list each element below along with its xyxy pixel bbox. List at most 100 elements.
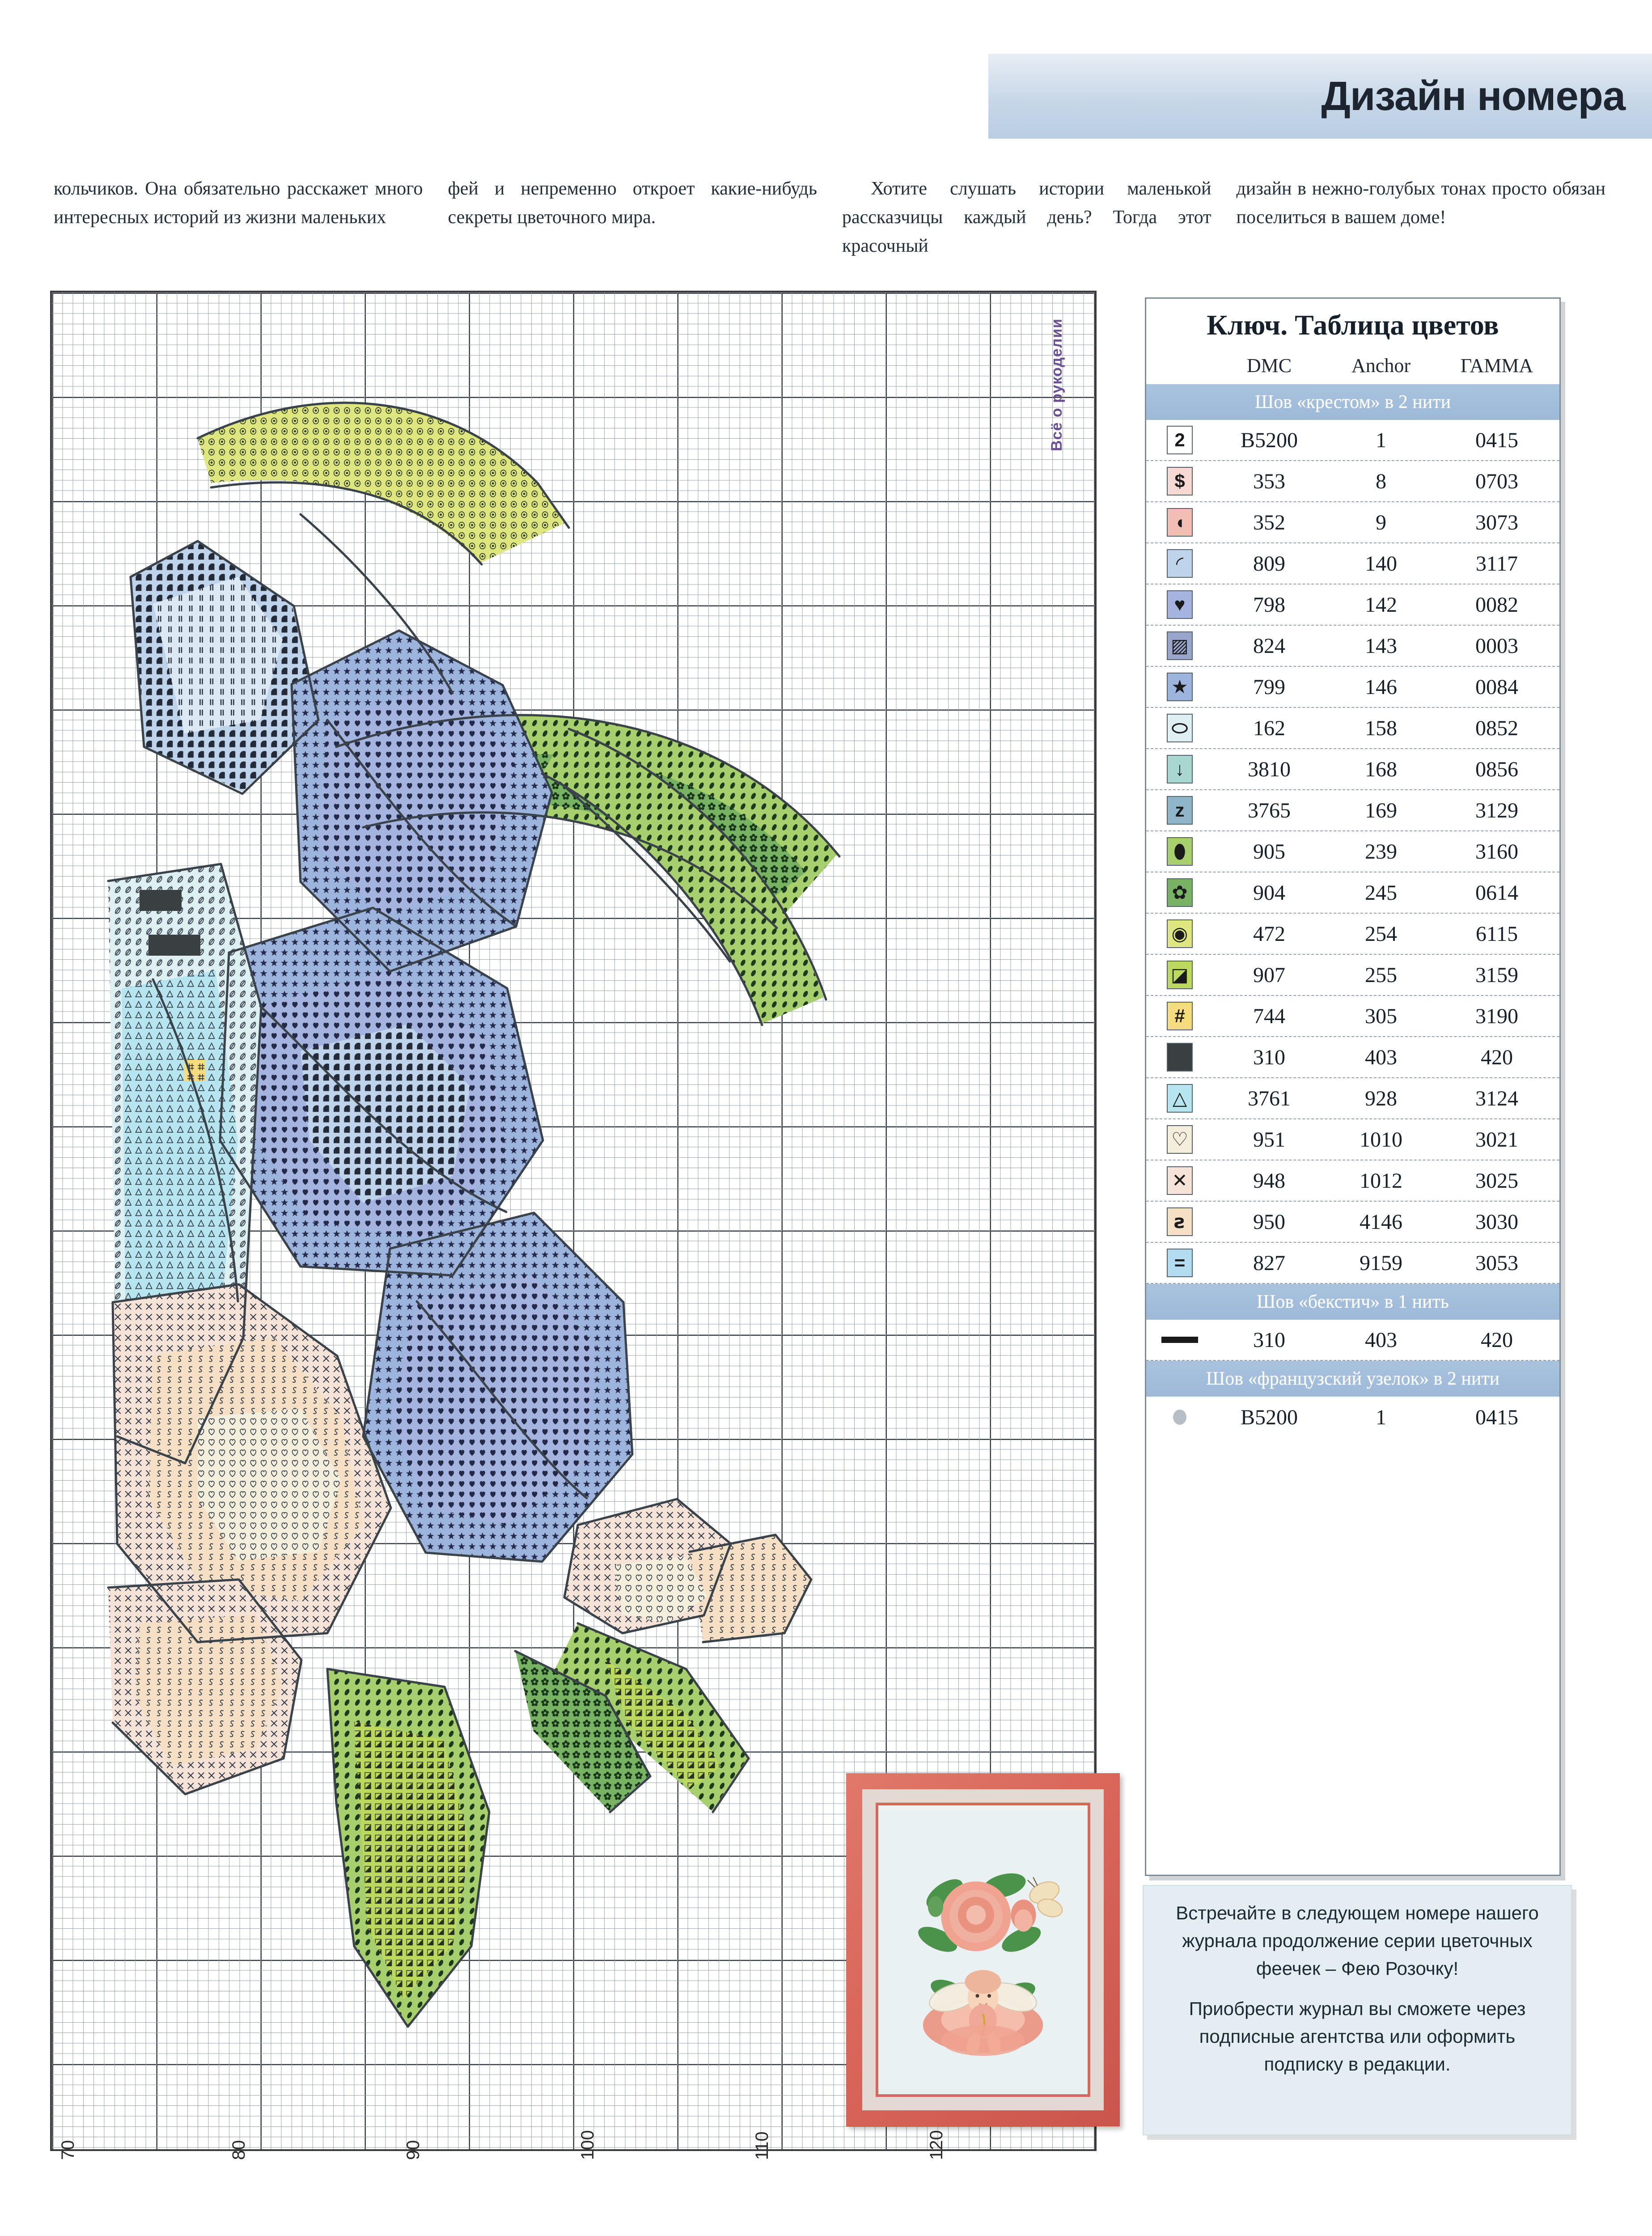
- article-text-columns: кольчиков. Она обязательно расскажет мно…: [54, 174, 1605, 273]
- key-dmc-value: 907: [1253, 963, 1285, 987]
- key-dmc-value: 353: [1253, 469, 1285, 493]
- key-anchor-value: 9159: [1360, 1251, 1402, 1275]
- key-symbol-cell: ✕: [1146, 1166, 1213, 1195]
- key-symbol-cell: ◖: [1146, 508, 1213, 537]
- key-symbol-cell: [1146, 1337, 1213, 1343]
- key-dmc-value: 798: [1253, 593, 1285, 617]
- flower-icon: ✿: [1167, 878, 1193, 907]
- cross-stitch-chart: 2: [50, 291, 1097, 2151]
- key-anchor-value: 169: [1365, 798, 1397, 822]
- key-symbol-cell: ◜: [1146, 549, 1213, 578]
- key-gamma-value: 420: [1481, 1328, 1513, 1352]
- key-row: ꙅ 950 4146 3030: [1146, 1202, 1559, 1243]
- key-dmc-value: 950: [1253, 1210, 1285, 1234]
- key-gamma-value: 0856: [1475, 757, 1518, 781]
- key-gamma-value: 3117: [1475, 551, 1518, 576]
- half-moon-icon: ◖: [1167, 508, 1193, 537]
- key-anchor-value: 928: [1365, 1086, 1397, 1110]
- key-title: Ключ. Таблица цветов: [1207, 309, 1499, 341]
- key-dmc-value: 3761: [1248, 1086, 1291, 1110]
- key-symbol-cell: [1146, 1410, 1213, 1425]
- triangle-icon: △: [1167, 1084, 1193, 1113]
- key-dmc-value: 824: [1253, 634, 1285, 658]
- key-anchor-value: 1010: [1360, 1127, 1402, 1152]
- key-symbol-cell: ⬮: [1146, 837, 1213, 866]
- key-dmc-value: 310: [1253, 1328, 1285, 1352]
- article-column-1: кольчиков. Она обязательно расскажет мно…: [54, 174, 423, 273]
- key-gamma-value: 0003: [1475, 634, 1518, 658]
- key-gamma-value: 0082: [1475, 593, 1518, 617]
- heart-filled-icon: ♥: [1167, 590, 1193, 619]
- promo-paragraph-1: Встречайте в следующем номере нашего жур…: [1176, 1902, 1539, 1979]
- digit-two-icon: 2: [1167, 426, 1193, 454]
- key-row: = 827 9159 3053: [1146, 1243, 1559, 1284]
- key-anchor-value: 143: [1365, 634, 1397, 658]
- key-symbol-cell: ꙅ: [1146, 1207, 1213, 1236]
- key-symbol-cell: ◉: [1146, 919, 1213, 948]
- promo-box: Встречайте в следующем номере нашего жур…: [1143, 1885, 1572, 2135]
- key-symbol-cell: #: [1146, 1002, 1213, 1030]
- key-anchor-value: 255: [1365, 963, 1397, 987]
- key-dmc-value: 905: [1253, 839, 1285, 864]
- key-anchor-value: 168: [1365, 757, 1397, 781]
- key-row: ▨ 824 143 0003: [1146, 626, 1559, 667]
- key-row: 310 403 420: [1146, 1320, 1559, 1361]
- key-dmc-value: B5200: [1240, 1405, 1298, 1429]
- x-tick-90: 90: [403, 2140, 423, 2160]
- key-row: ◜ 809 140 3117: [1146, 543, 1559, 584]
- promo-paragraph-2: Приобрести журнал вы сможете через подпи…: [1189, 1998, 1526, 2075]
- x-tick-80: 80: [229, 2140, 249, 2160]
- header-banner: Дизайн номера: [988, 54, 1652, 139]
- key-gamma-value: 6115: [1475, 922, 1518, 946]
- key-gamma-value: 0614: [1475, 881, 1518, 905]
- key-section-band: Шов «крестом» в 2 нити: [1146, 384, 1559, 420]
- article-paragraph: фей и непременно откроет какие-нибудь се…: [448, 178, 818, 228]
- cross-x-icon: ✕: [1167, 1166, 1193, 1195]
- key-symbol-cell: ⬭: [1146, 714, 1213, 742]
- key-dmc-value: 3765: [1248, 798, 1291, 822]
- key-column-headers: DMC Anchor ГАММА: [1146, 346, 1559, 384]
- key-col-gamma: ГАММА: [1460, 355, 1533, 377]
- key-row: z 3765 169 3129: [1146, 790, 1559, 831]
- target-dot-icon: ◉: [1167, 919, 1193, 948]
- key-symbol-cell: ♥: [1146, 590, 1213, 619]
- key-gamma-value: 3129: [1475, 798, 1518, 822]
- key-anchor-value: 4146: [1360, 1210, 1402, 1234]
- framed-sample-photo: [846, 1773, 1120, 2126]
- key-section-band: Шов «бекстич» в 1 нить: [1146, 1284, 1559, 1320]
- key-symbol-cell: [1146, 1043, 1213, 1071]
- letter-z-icon: z: [1167, 796, 1193, 825]
- key-gamma-value: 3190: [1475, 1004, 1518, 1028]
- key-gamma-value: 3159: [1475, 963, 1518, 987]
- key-row: 310 403 420: [1146, 1037, 1559, 1078]
- heart-outline-icon: ♡: [1167, 1125, 1193, 1154]
- equals-icon: =: [1167, 1249, 1193, 1277]
- key-row: ⬮ 905 239 3160: [1146, 831, 1559, 872]
- article-paragraph: Хотите слушать истории маленькой рассказ…: [842, 178, 1211, 256]
- key-dmc-value: 809: [1253, 551, 1285, 576]
- key-gamma-value: 3073: [1475, 510, 1518, 534]
- photo-image: [876, 1803, 1090, 2097]
- key-row: ⬭ 162 158 0852: [1146, 708, 1559, 749]
- key-anchor-value: 1: [1376, 428, 1386, 452]
- rose-fairy-illustration: [878, 1810, 1088, 2089]
- key-gamma-value: 3160: [1475, 839, 1518, 864]
- filled-square-icon: [1167, 1043, 1193, 1071]
- key-symbol-cell: ★: [1146, 673, 1213, 701]
- key-gamma-value: 0703: [1475, 469, 1518, 493]
- key-symbol-cell: ✿: [1146, 878, 1213, 907]
- key-gamma-value: 0084: [1475, 675, 1518, 699]
- key-symbol-cell: ▨: [1146, 631, 1213, 660]
- color-key-panel: Ключ. Таблица цветов DMC Anchor ГАММА Шо…: [1145, 297, 1561, 1876]
- key-symbol-cell: $: [1146, 467, 1213, 495]
- key-anchor-value: 245: [1365, 881, 1397, 905]
- key-gamma-value: 3030: [1475, 1210, 1518, 1234]
- key-dmc-value: 827: [1253, 1251, 1285, 1275]
- key-anchor-value: 140: [1365, 551, 1397, 576]
- key-anchor-value: 1012: [1360, 1169, 1402, 1193]
- key-row: ◖ 352 9 3073: [1146, 502, 1559, 543]
- key-row: ◉ 472 254 6115: [1146, 914, 1559, 955]
- key-row: ★ 799 146 0084: [1146, 667, 1559, 708]
- letter-s-icon: ꙅ: [1167, 1207, 1193, 1236]
- key-col-anchor: Anchor: [1351, 355, 1411, 377]
